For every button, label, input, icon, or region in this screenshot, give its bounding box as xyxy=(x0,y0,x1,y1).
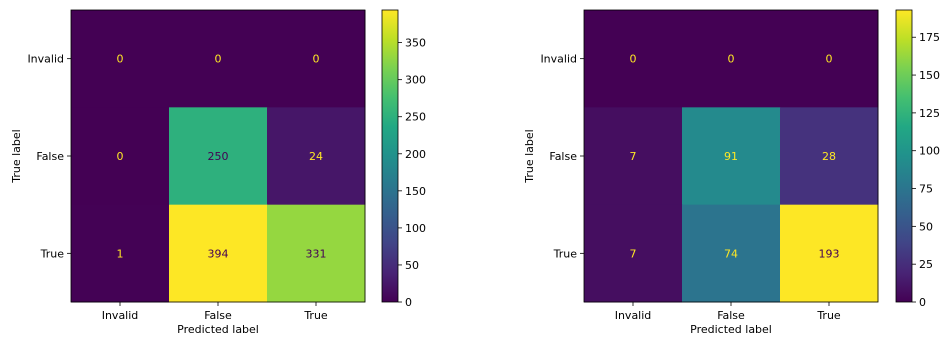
x-tick-label: True xyxy=(303,309,328,322)
x-axis-label: Predicted label xyxy=(177,323,259,336)
cell-value-label: 193 xyxy=(819,247,840,260)
y-tick-label: True xyxy=(553,247,578,260)
heatmap-cell xyxy=(584,107,683,206)
x-axis-label: Predicted label xyxy=(690,323,772,336)
y-tick-label: True xyxy=(40,247,65,260)
heatmap-cell xyxy=(780,107,879,206)
cell-value-label: 250 xyxy=(208,150,229,163)
cell-value-label: 24 xyxy=(309,150,323,163)
colorbar-tick-label: 250 xyxy=(405,111,426,124)
colorbar-tick-label: 0 xyxy=(919,296,926,309)
heatmap-cell xyxy=(267,204,366,303)
colorbar xyxy=(895,9,913,303)
heatmap-cell xyxy=(267,107,366,206)
cell-value-label: 28 xyxy=(822,150,836,163)
heatmap-cell xyxy=(169,204,268,303)
cell-value-label: 0 xyxy=(117,150,124,163)
x-tick-label: True xyxy=(816,309,841,322)
y-tick-label: Invalid xyxy=(27,53,64,66)
colorbar-tick-label: 100 xyxy=(919,145,940,158)
colorbar-tick-label: 0 xyxy=(405,296,412,309)
cell-value-label: 394 xyxy=(208,247,229,260)
cell-value-label: 91 xyxy=(724,150,738,163)
heatmap-cell xyxy=(780,10,879,108)
heatmap-cell xyxy=(267,10,366,108)
cell-value-label: 0 xyxy=(215,53,222,66)
x-tick-label: False xyxy=(204,309,232,322)
heatmap-cell xyxy=(682,107,781,206)
cell-value-label: 0 xyxy=(630,53,637,66)
heatmap-cell xyxy=(780,204,879,303)
heatmap-cell xyxy=(682,10,781,108)
cell-value-label: 1 xyxy=(117,247,124,260)
colorbar-tick-label: 300 xyxy=(405,74,426,87)
cell-value-label: 0 xyxy=(826,53,833,66)
x-tick-label: Invalid xyxy=(615,309,652,322)
colorbar-tick-label: 50 xyxy=(919,220,933,233)
colorbar-tick-label: 350 xyxy=(405,37,426,50)
cell-value-label: 0 xyxy=(313,53,320,66)
colorbar-tick-label: 25 xyxy=(919,258,933,271)
y-axis-label: True label xyxy=(523,129,536,183)
colorbar-tick-label: 75 xyxy=(919,183,933,196)
x-tick-label: False xyxy=(717,309,745,322)
colorbar-tick-label: 200 xyxy=(405,148,426,161)
colorbar-tick-label: 50 xyxy=(405,259,419,272)
heatmap-cell xyxy=(682,204,781,303)
colorbar-tick-label: 150 xyxy=(919,69,940,82)
y-tick-label: False xyxy=(549,150,577,163)
cell-value-label: 331 xyxy=(306,247,327,260)
y-tick-label: False xyxy=(36,150,64,163)
heatmap-cell xyxy=(169,10,268,108)
heatmap-cell xyxy=(584,10,683,108)
y-tick-label: Invalid xyxy=(540,53,577,66)
colorbar-tick-label: 100 xyxy=(405,222,426,235)
cell-value-label: 0 xyxy=(728,53,735,66)
cell-value-label: 7 xyxy=(630,150,637,163)
confusion-matrix-panel-2: 0 0 0 7 91 28 7 74 193 Invalid False True Invalid Fal… xyxy=(523,9,940,336)
colorbar xyxy=(381,9,399,303)
colorbar-tick-label: 150 xyxy=(405,185,426,198)
cell-value-label: 7 xyxy=(630,247,637,260)
heatmap-cell xyxy=(169,107,268,206)
cell-value-label: 74 xyxy=(724,247,738,260)
colorbar-tick-label: 125 xyxy=(919,107,940,120)
confusion-matrix-panel-1: 0 0 0 0 250 24 1 394 331 Invalid False True Invalid F… xyxy=(10,9,426,336)
heatmap-cell xyxy=(584,204,683,303)
colorbar-tick-label: 175 xyxy=(919,31,940,44)
y-axis-label: True label xyxy=(10,129,23,183)
heatmap-cell xyxy=(71,204,170,303)
heatmap-cell xyxy=(71,107,170,206)
cell-value-label: 0 xyxy=(117,53,124,66)
x-tick-label: Invalid xyxy=(102,309,139,322)
heatmap-cell xyxy=(71,10,170,108)
